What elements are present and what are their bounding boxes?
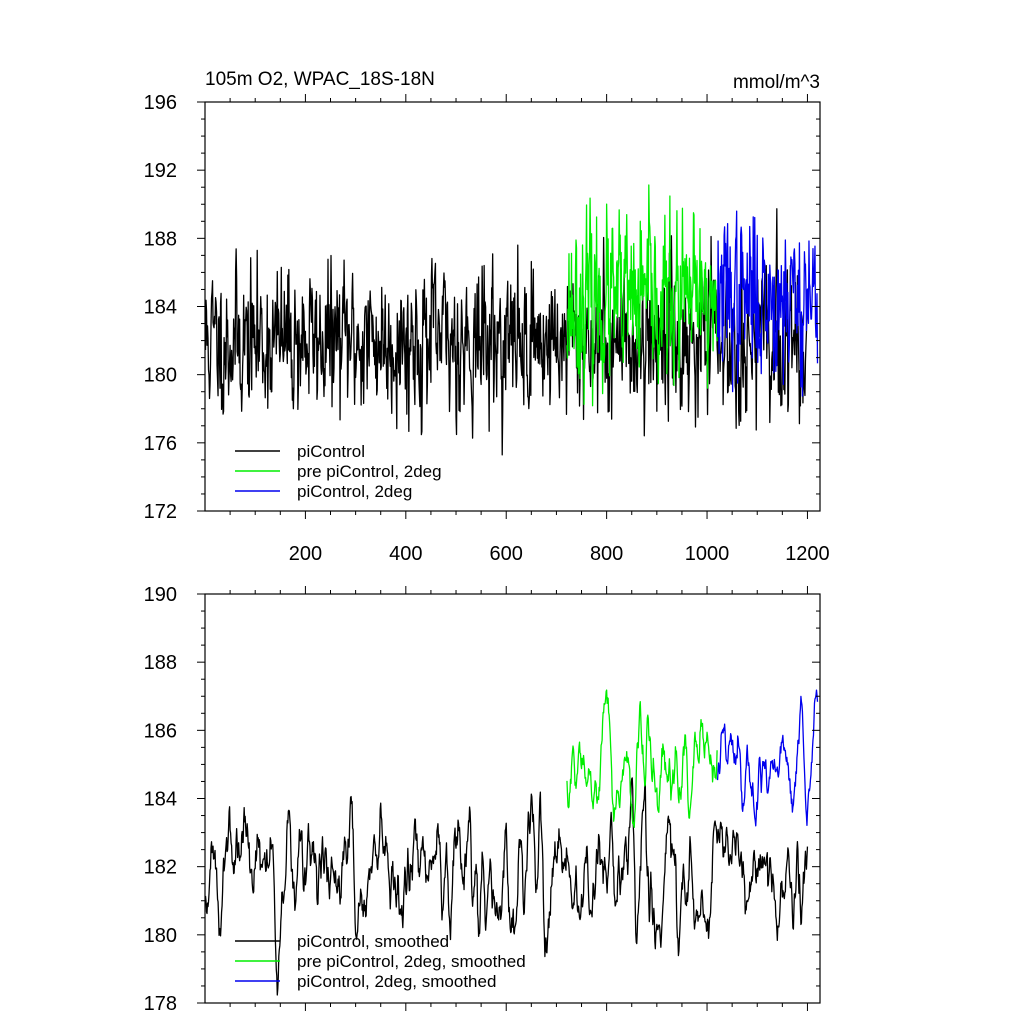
legend-label-1: pre piControl, 2deg, smoothed [297, 952, 526, 971]
y-tick-label: 186 [144, 720, 177, 742]
x-tick-label: 600 [490, 543, 523, 565]
y-tick-label: 190 [144, 584, 177, 606]
y-tick-label: 188 [144, 652, 177, 674]
x-tick-label: 200 [289, 543, 322, 565]
top-panel: 105m O2, WPAC_18S-18N mmol/m^3 172 176 180… [144, 69, 830, 565]
legend-label-0: piControl, smoothed [297, 932, 449, 951]
top-panel-series [204, 184, 819, 456]
y-tick-label: 192 [144, 160, 177, 182]
legend-label-1: pre piControl, 2deg [297, 462, 442, 481]
y-tick-label: 196 [144, 92, 177, 114]
y-tick-label: 182 [144, 857, 177, 879]
y-tick-label: 180 [144, 365, 177, 387]
top-panel-units: mmol/m^3 [733, 72, 820, 93]
bottom-panel-ticks: 178 180 182 184 186 188 190 [144, 584, 820, 1015]
legend-label-0: piControl [297, 442, 365, 461]
y-tick-label: 172 [144, 501, 177, 523]
x-tick-label: 1200 [785, 543, 830, 565]
series-line-1 [566, 184, 718, 407]
top-panel-title: 105m O2, WPAC_18S-18N [205, 69, 435, 90]
series-line-2 [716, 210, 819, 397]
series-line-1 [566, 689, 718, 828]
bottom-panel-series [204, 689, 819, 996]
y-tick-label: 178 [144, 993, 177, 1015]
top-panel-ticks: 172 176 180 184 188 192 196 200 400 600 800 1000 120… [144, 92, 830, 565]
x-tick-label: 1000 [685, 543, 730, 565]
y-tick-label: 184 [144, 789, 177, 811]
legend-label-2: piControl, 2deg [297, 482, 412, 501]
series-line-0 [204, 777, 809, 996]
y-tick-label: 188 [144, 228, 177, 250]
x-tick-label: 800 [590, 543, 623, 565]
bottom-panel: 178 180 182 184 186 188 190 piControl, smoothe… [144, 584, 821, 1015]
y-tick-label: 184 [144, 297, 177, 319]
legend-label-2: piControl, 2deg, smoothed [297, 972, 496, 991]
y-tick-label: 180 [144, 925, 177, 947]
y-tick-label: 176 [144, 433, 177, 455]
series-line-2 [716, 689, 819, 827]
x-tick-label: 400 [389, 543, 422, 565]
